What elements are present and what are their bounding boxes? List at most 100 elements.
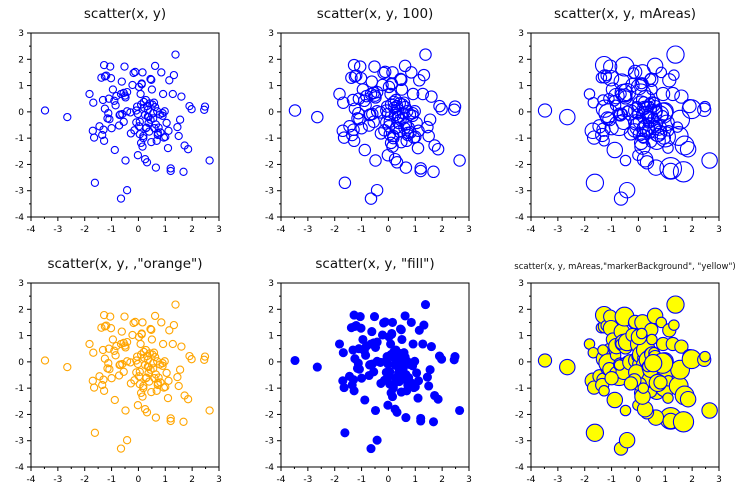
panel-scatter-fill: scatter(x, y, "fill") -4 -3 -2 -1 0 1 2 3 3 2 1 0 -1…: [250, 250, 500, 500]
scatter-point: [428, 417, 439, 427]
x-tick-label: -1: [607, 475, 616, 485]
scatter-point: [166, 166, 175, 176]
y-tick-label: -1: [265, 384, 274, 394]
scatter-point: [385, 77, 398, 90]
chart-plot: -4 -3 -2 -1 0 1 2 3 3 2 1 0 -1 -2 -3 -4: [15, 279, 222, 485]
scatter-point: [169, 70, 179, 80]
scatter-point: [387, 131, 400, 145]
scatter-point: [405, 377, 416, 387]
scatter-point: [90, 178, 100, 187]
scatter-point: [135, 367, 144, 376]
y-tick-label: -1: [15, 134, 24, 144]
scatter-point: [381, 367, 391, 377]
scatter-point: [602, 69, 620, 87]
data-points: [40, 300, 214, 453]
scatter-point: [135, 117, 144, 126]
scatter-point: [613, 109, 626, 121]
scatter-point: [110, 96, 119, 105]
scatter-point: [147, 387, 156, 397]
scatter-point: [120, 62, 129, 71]
x-tick-label: 3: [716, 475, 722, 485]
scatter-point: [110, 145, 119, 155]
scatter-point: [104, 94, 114, 103]
scatter-point: [166, 164, 175, 173]
scatter-point: [418, 339, 428, 349]
x-tick-label: 2: [189, 475, 195, 485]
scatter-point: [158, 111, 167, 120]
scatter-point: [99, 375, 108, 384]
scatter-point: [156, 128, 165, 137]
panel-scatter-orange: scatter(x, y, ,"orange") -4 -3 -2 -1 0 1 2 3 3 2 1…: [0, 250, 250, 500]
scatter-point: [666, 45, 685, 64]
x-tick-label: -4: [527, 225, 536, 235]
scatter-point: [200, 355, 209, 364]
scatter-point: [399, 161, 413, 174]
scatter-point: [111, 351, 120, 360]
scatter-point: [97, 73, 106, 82]
scatter-point: [662, 392, 674, 404]
scatter-point: [149, 109, 158, 118]
x-tick-label: -4: [527, 475, 536, 485]
y-tick-label: -4: [15, 213, 24, 223]
scatter-point: [290, 355, 300, 366]
scatter-point: [604, 371, 619, 386]
scatter-point: [154, 373, 163, 382]
scatter-point: [136, 89, 145, 99]
scatter-point: [177, 342, 186, 351]
scatter-point: [338, 348, 348, 358]
scatter-point: [333, 87, 346, 101]
scatter-point: [674, 135, 695, 156]
scatter-point: [358, 143, 372, 157]
scatter-point: [380, 116, 393, 129]
scatter-point: [644, 104, 663, 123]
x-tick-label: 3: [466, 475, 472, 485]
y-tick-label: 2: [268, 55, 274, 65]
scatter-point: [629, 83, 652, 105]
scatter-point: [425, 365, 435, 375]
y-tick-label: -3: [265, 187, 274, 197]
scatter-point: [416, 87, 430, 101]
scatter-point: [85, 339, 94, 349]
y-tick-label: -3: [265, 437, 274, 447]
y-tick-label: 3: [518, 279, 524, 289]
scatter-point: [337, 96, 350, 109]
scatter-point: [618, 181, 636, 199]
scatter-point: [338, 176, 352, 190]
scatter-point: [116, 194, 126, 203]
scatter-point: [419, 320, 429, 330]
scatter-point: [311, 110, 324, 124]
scatter-point: [179, 167, 188, 176]
scatter-point: [697, 102, 712, 117]
scatter-point: [89, 348, 98, 357]
scatter-point: [595, 99, 615, 118]
scatter-point: [115, 360, 124, 370]
scatter-point: [377, 66, 390, 80]
scatter-point: [387, 392, 398, 402]
scatter-point: [361, 350, 371, 360]
scatter-point: [699, 100, 711, 113]
y-tick-label: 1: [268, 82, 274, 92]
y-tick-label: -4: [265, 213, 274, 223]
scatter-point: [408, 358, 418, 368]
scatter-point: [655, 316, 668, 329]
scatter-point: [205, 406, 214, 415]
scatter-point: [165, 326, 174, 335]
scatter-point: [158, 109, 167, 118]
axes-frame: [530, 32, 720, 218]
scatter-point: [122, 436, 132, 445]
scatter-point: [585, 423, 605, 442]
scatter-point: [154, 123, 163, 132]
chart-title: scatter(x, y, 100): [316, 6, 434, 22]
scatter-point: [106, 312, 115, 321]
y-tick-label: 3: [18, 279, 24, 289]
scatter-point: [414, 162, 427, 175]
scatter-point: [367, 115, 380, 129]
y-tick-label: 0: [518, 358, 524, 368]
scatter-point: [355, 312, 365, 322]
x-tick-label: 0: [636, 225, 642, 235]
scatter-point: [619, 154, 632, 167]
scatter-point: [139, 383, 148, 393]
data-points: [40, 50, 214, 203]
scatter-point: [116, 89, 126, 99]
scatter-point: [173, 372, 182, 382]
